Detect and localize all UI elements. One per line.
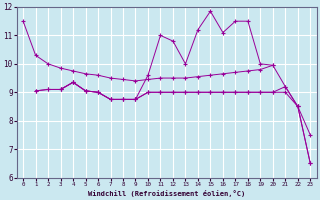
X-axis label: Windchill (Refroidissement éolien,°C): Windchill (Refroidissement éolien,°C) bbox=[88, 190, 245, 197]
